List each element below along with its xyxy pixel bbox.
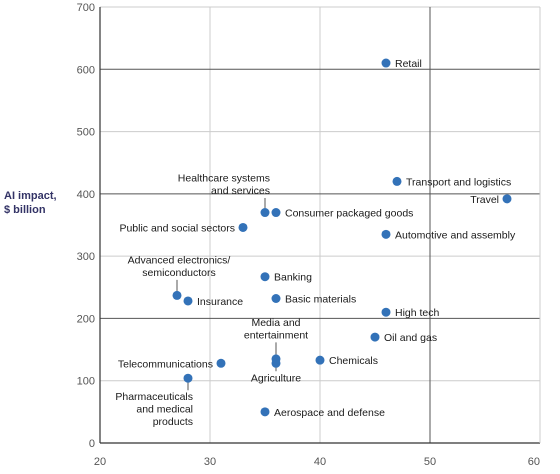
- y-tick-label: 200: [77, 313, 95, 325]
- point-label: High tech: [395, 307, 440, 319]
- data-point: [502, 194, 512, 204]
- data-point: [370, 332, 380, 342]
- y-tick-label: 600: [77, 64, 95, 76]
- point-label: Agriculture: [251, 372, 301, 384]
- point-label: Healthcare systems and services: [178, 173, 270, 198]
- point-labels: Retail Transport and logistics Travel Healt…: [115, 58, 516, 428]
- point-label: Consumer packaged goods: [285, 208, 413, 220]
- y-tick-label: 300: [77, 251, 95, 263]
- data-point: [172, 290, 182, 300]
- data-point: [260, 272, 270, 282]
- tick-labels: 0 100 200 300 400 500 600 700 20 30 40 50 60: [77, 2, 540, 468]
- data-point: [183, 296, 193, 306]
- point-label: Oil and gas: [384, 332, 437, 344]
- point-label: Advanced electronics/semiconductors: [128, 254, 231, 279]
- y-axis-unit: $ billion: [4, 204, 46, 216]
- point-label: Banking: [274, 272, 312, 284]
- y-tick-label: 500: [77, 127, 95, 139]
- axes: [99, 7, 541, 444]
- x-tick-label: 60: [528, 456, 540, 468]
- point-label: Media and entertainment: [244, 317, 308, 342]
- point-label: Retail: [395, 58, 422, 70]
- data-point: [271, 293, 281, 303]
- data-point: [315, 355, 325, 365]
- point-label: Automotive and assembly: [395, 229, 516, 241]
- data-point: [260, 407, 270, 417]
- y-tick-label: 100: [77, 376, 95, 388]
- data-point: [260, 208, 270, 218]
- grid: [100, 6, 540, 443]
- x-tick-label: 40: [314, 456, 326, 468]
- y-tick-label: 0: [89, 438, 95, 450]
- data-point: [216, 358, 226, 368]
- data-point: [238, 222, 248, 232]
- point-label: Basic materials: [285, 293, 356, 305]
- point-label: Pharmaceuticals and medical products: [115, 391, 193, 428]
- point-label: Aerospace and defense: [274, 407, 385, 419]
- point-label: Transport and logistics: [406, 176, 511, 188]
- point-label: Public and social sectors: [119, 222, 235, 234]
- data-point: [381, 58, 391, 68]
- data-point: [271, 208, 281, 218]
- y-tick-label: 700: [77, 2, 95, 14]
- point-label: Travel: [470, 194, 499, 206]
- y-tick-label: 400: [77, 189, 95, 201]
- point-label: Telecommunications: [118, 358, 213, 370]
- x-tick-label: 20: [94, 456, 106, 468]
- data-point: [381, 307, 391, 317]
- x-tick-label: 30: [204, 456, 216, 468]
- point-label: Insurance: [197, 296, 243, 308]
- data-points: [172, 58, 512, 417]
- data-point: [381, 229, 391, 239]
- x-tick-label: 50: [424, 456, 436, 468]
- y-axis-title: AI impact,: [4, 190, 57, 202]
- data-point: [183, 373, 193, 383]
- data-point: [392, 176, 402, 186]
- point-label: Chemicals: [329, 355, 378, 367]
- data-point: [271, 358, 281, 368]
